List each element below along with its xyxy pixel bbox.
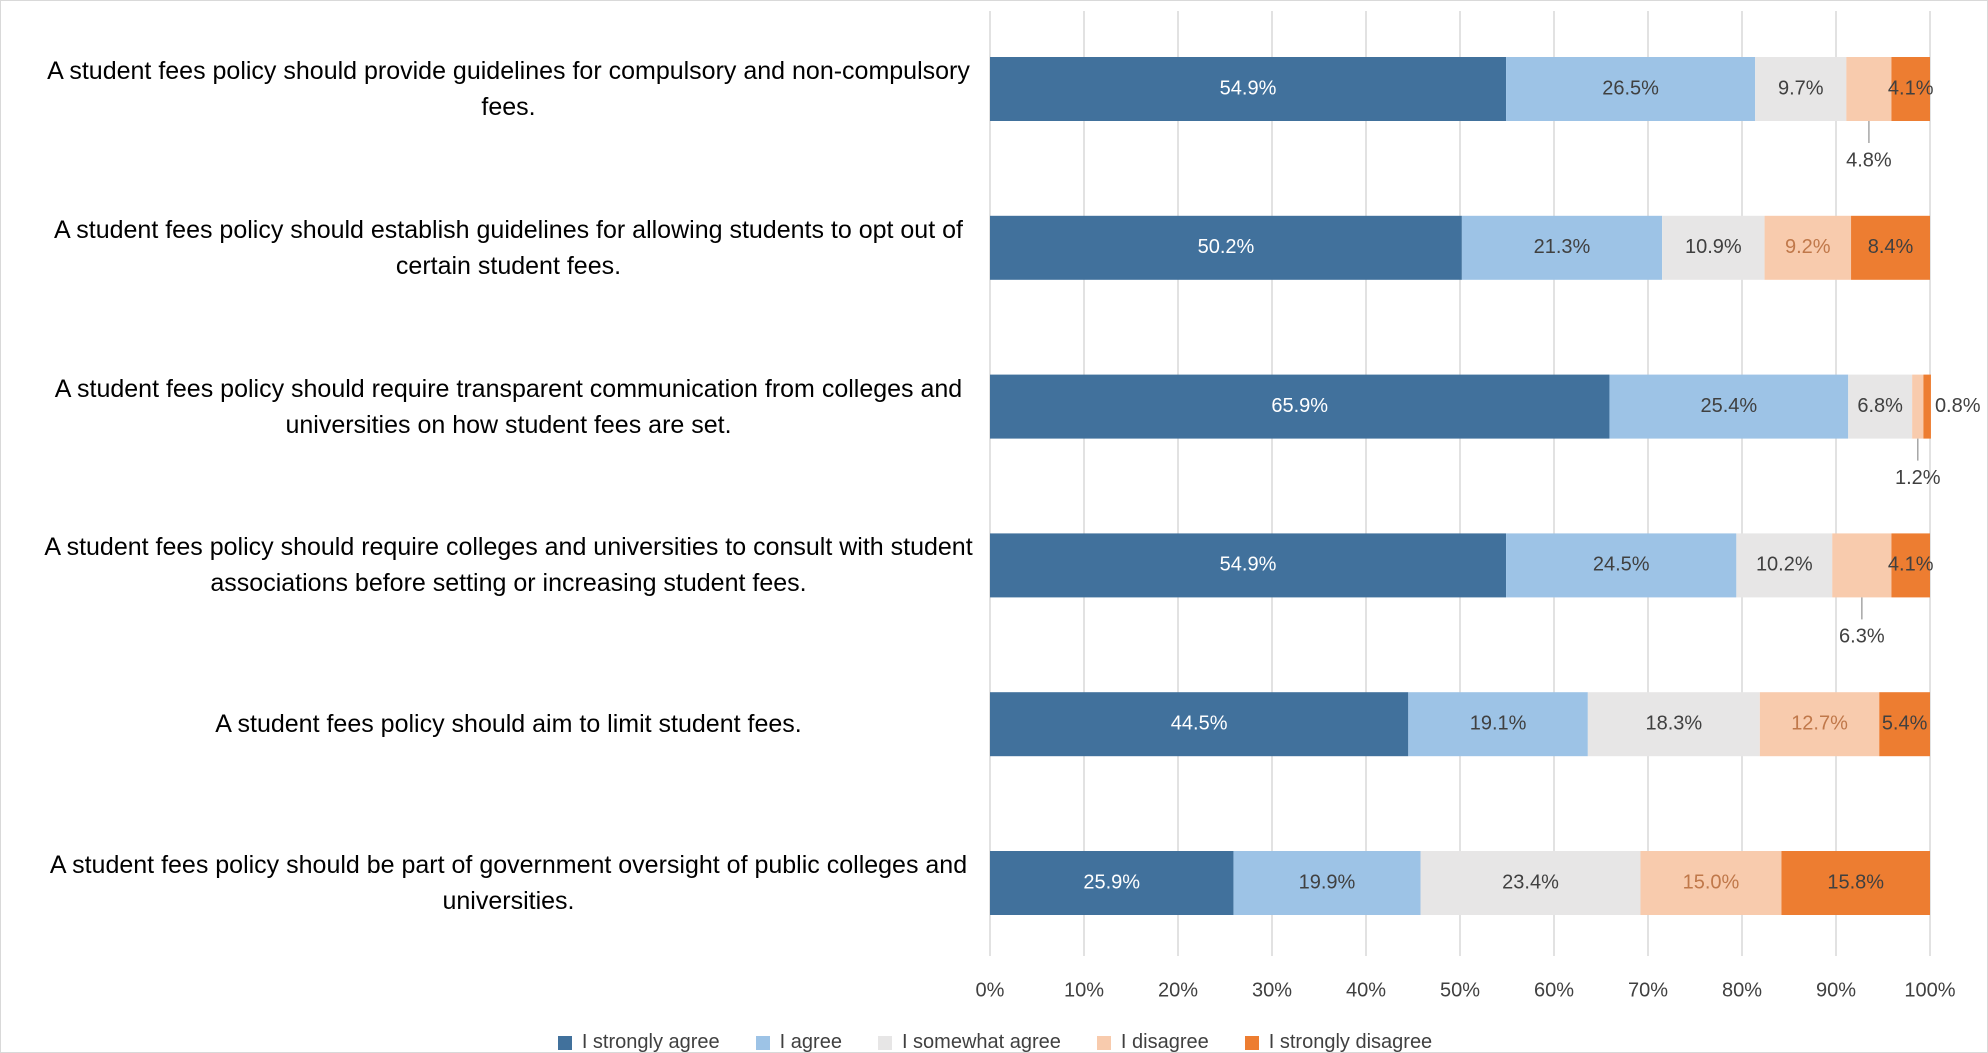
value-label: 8.4%	[1868, 236, 1914, 258]
value-label: 54.9%	[1220, 554, 1277, 576]
bar-segment	[1587, 692, 1760, 757]
x-tick-label: 60%	[1534, 979, 1574, 1001]
bar-segment	[990, 851, 1234, 915]
legend-item: I strongly agree	[557, 1031, 720, 1053]
value-label: 26.5%	[1602, 77, 1659, 99]
bar-segment	[1764, 215, 1852, 280]
legend-label: I agree	[779, 1031, 842, 1053]
value-label: 15.0%	[1683, 871, 1740, 893]
value-label: 12.7%	[1791, 712, 1848, 734]
legend-label: I strongly agree	[581, 1031, 720, 1053]
x-tick-label: 30%	[1252, 979, 1292, 1001]
bar-segment	[1736, 533, 1833, 598]
value-label: 65.9%	[1271, 395, 1328, 417]
legend-item: I agree	[755, 1031, 842, 1053]
value-label: 23.4%	[1502, 871, 1559, 893]
value-label: 1.2%	[1895, 467, 1941, 489]
value-label: 15.8%	[1827, 871, 1884, 893]
bar-segment	[1781, 851, 1930, 915]
legend-swatch	[557, 1035, 572, 1050]
legend-swatch	[1244, 1035, 1259, 1050]
value-label: 25.9%	[1083, 871, 1140, 893]
value-label: 5.4%	[1882, 712, 1928, 734]
value-label: 54.9%	[1220, 77, 1277, 99]
x-tick-label: 90%	[1816, 979, 1856, 1001]
value-label: 21.3%	[1534, 236, 1591, 258]
bar-segment	[990, 533, 1507, 598]
bar-segment	[1832, 533, 1892, 598]
bar-segment	[1912, 374, 1924, 439]
category-label: A student fees policy should provide gui…	[47, 57, 970, 121]
value-label: 4.8%	[1846, 149, 1892, 171]
value-label: 9.2%	[1785, 236, 1831, 258]
legend-swatch	[877, 1035, 892, 1050]
legend: I strongly agree I agree I somewhat agree I…	[1, 1031, 1987, 1053]
value-label: 18.3%	[1645, 712, 1702, 734]
value-label: 44.5%	[1171, 712, 1228, 734]
value-label: 4.1%	[1888, 77, 1934, 99]
bar-segment	[990, 374, 1610, 439]
category-label: A student fees policy should establish g…	[54, 215, 963, 280]
value-label: 25.4%	[1700, 395, 1757, 417]
bar-segment	[1506, 57, 1756, 121]
bar-segment	[1461, 215, 1663, 280]
value-label: 19.9%	[1299, 871, 1356, 893]
bar-segment	[1408, 692, 1588, 757]
bar-segment	[1759, 692, 1880, 757]
legend-label: I somewhat agree	[901, 1031, 1061, 1053]
x-tick-label: 10%	[1064, 979, 1104, 1001]
legend-item: I strongly disagree	[1244, 1031, 1433, 1053]
value-label: 6.8%	[1857, 395, 1903, 417]
value-label: 24.5%	[1593, 554, 1650, 576]
category-label: A student fees policy should aim to limi…	[215, 710, 802, 739]
value-label: 0.8%	[1935, 395, 1981, 417]
category-label: A student fees policy should require tra…	[54, 374, 963, 439]
bar-segment	[990, 215, 1462, 280]
legend-label: I strongly disagree	[1268, 1031, 1433, 1053]
x-tick-label: 80%	[1722, 979, 1762, 1001]
bar-segment	[1640, 851, 1782, 915]
category-label: A student fees policy should be part of …	[49, 851, 968, 915]
legend-label: I disagree	[1120, 1031, 1209, 1053]
bar-segment	[1923, 374, 1931, 439]
legend-item: I disagree	[1096, 1031, 1209, 1053]
bar-segment	[1879, 692, 1930, 757]
bar-segment	[1891, 533, 1930, 598]
x-tick-label: 20%	[1158, 979, 1198, 1001]
value-label: 9.7%	[1778, 77, 1824, 99]
bar-segment	[1233, 851, 1421, 915]
bar-segment	[990, 57, 1507, 121]
value-label: 10.9%	[1685, 236, 1742, 258]
value-label: 19.1%	[1470, 712, 1527, 734]
value-label: 4.1%	[1888, 554, 1934, 576]
value-label: 6.3%	[1839, 626, 1885, 648]
legend-item: I somewhat agree	[877, 1031, 1061, 1053]
bar-segment	[1662, 215, 1765, 280]
legend-swatch	[1096, 1035, 1111, 1050]
bar-segment	[1420, 851, 1641, 915]
x-tick-label: 50%	[1440, 979, 1480, 1001]
legend-swatch	[755, 1035, 770, 1050]
value-label: 50.2%	[1198, 236, 1255, 258]
bar-segment	[1848, 374, 1913, 439]
bar-segment	[1891, 57, 1930, 121]
category-label: A student fees policy should require col…	[44, 533, 973, 598]
bar-segment	[1755, 57, 1847, 121]
x-tick-label: 70%	[1628, 979, 1668, 1001]
x-tick-label: 40%	[1346, 979, 1386, 1001]
bar-segment	[1609, 374, 1849, 439]
x-tick-label: 0%	[976, 979, 1005, 1001]
bar-segment	[1506, 533, 1737, 598]
x-tick-label: 100%	[1904, 979, 1955, 1001]
bar-segment	[1851, 215, 1930, 280]
value-label: 10.2%	[1756, 554, 1813, 576]
bar-segment	[1846, 57, 1892, 121]
bar-segment	[990, 692, 1409, 757]
